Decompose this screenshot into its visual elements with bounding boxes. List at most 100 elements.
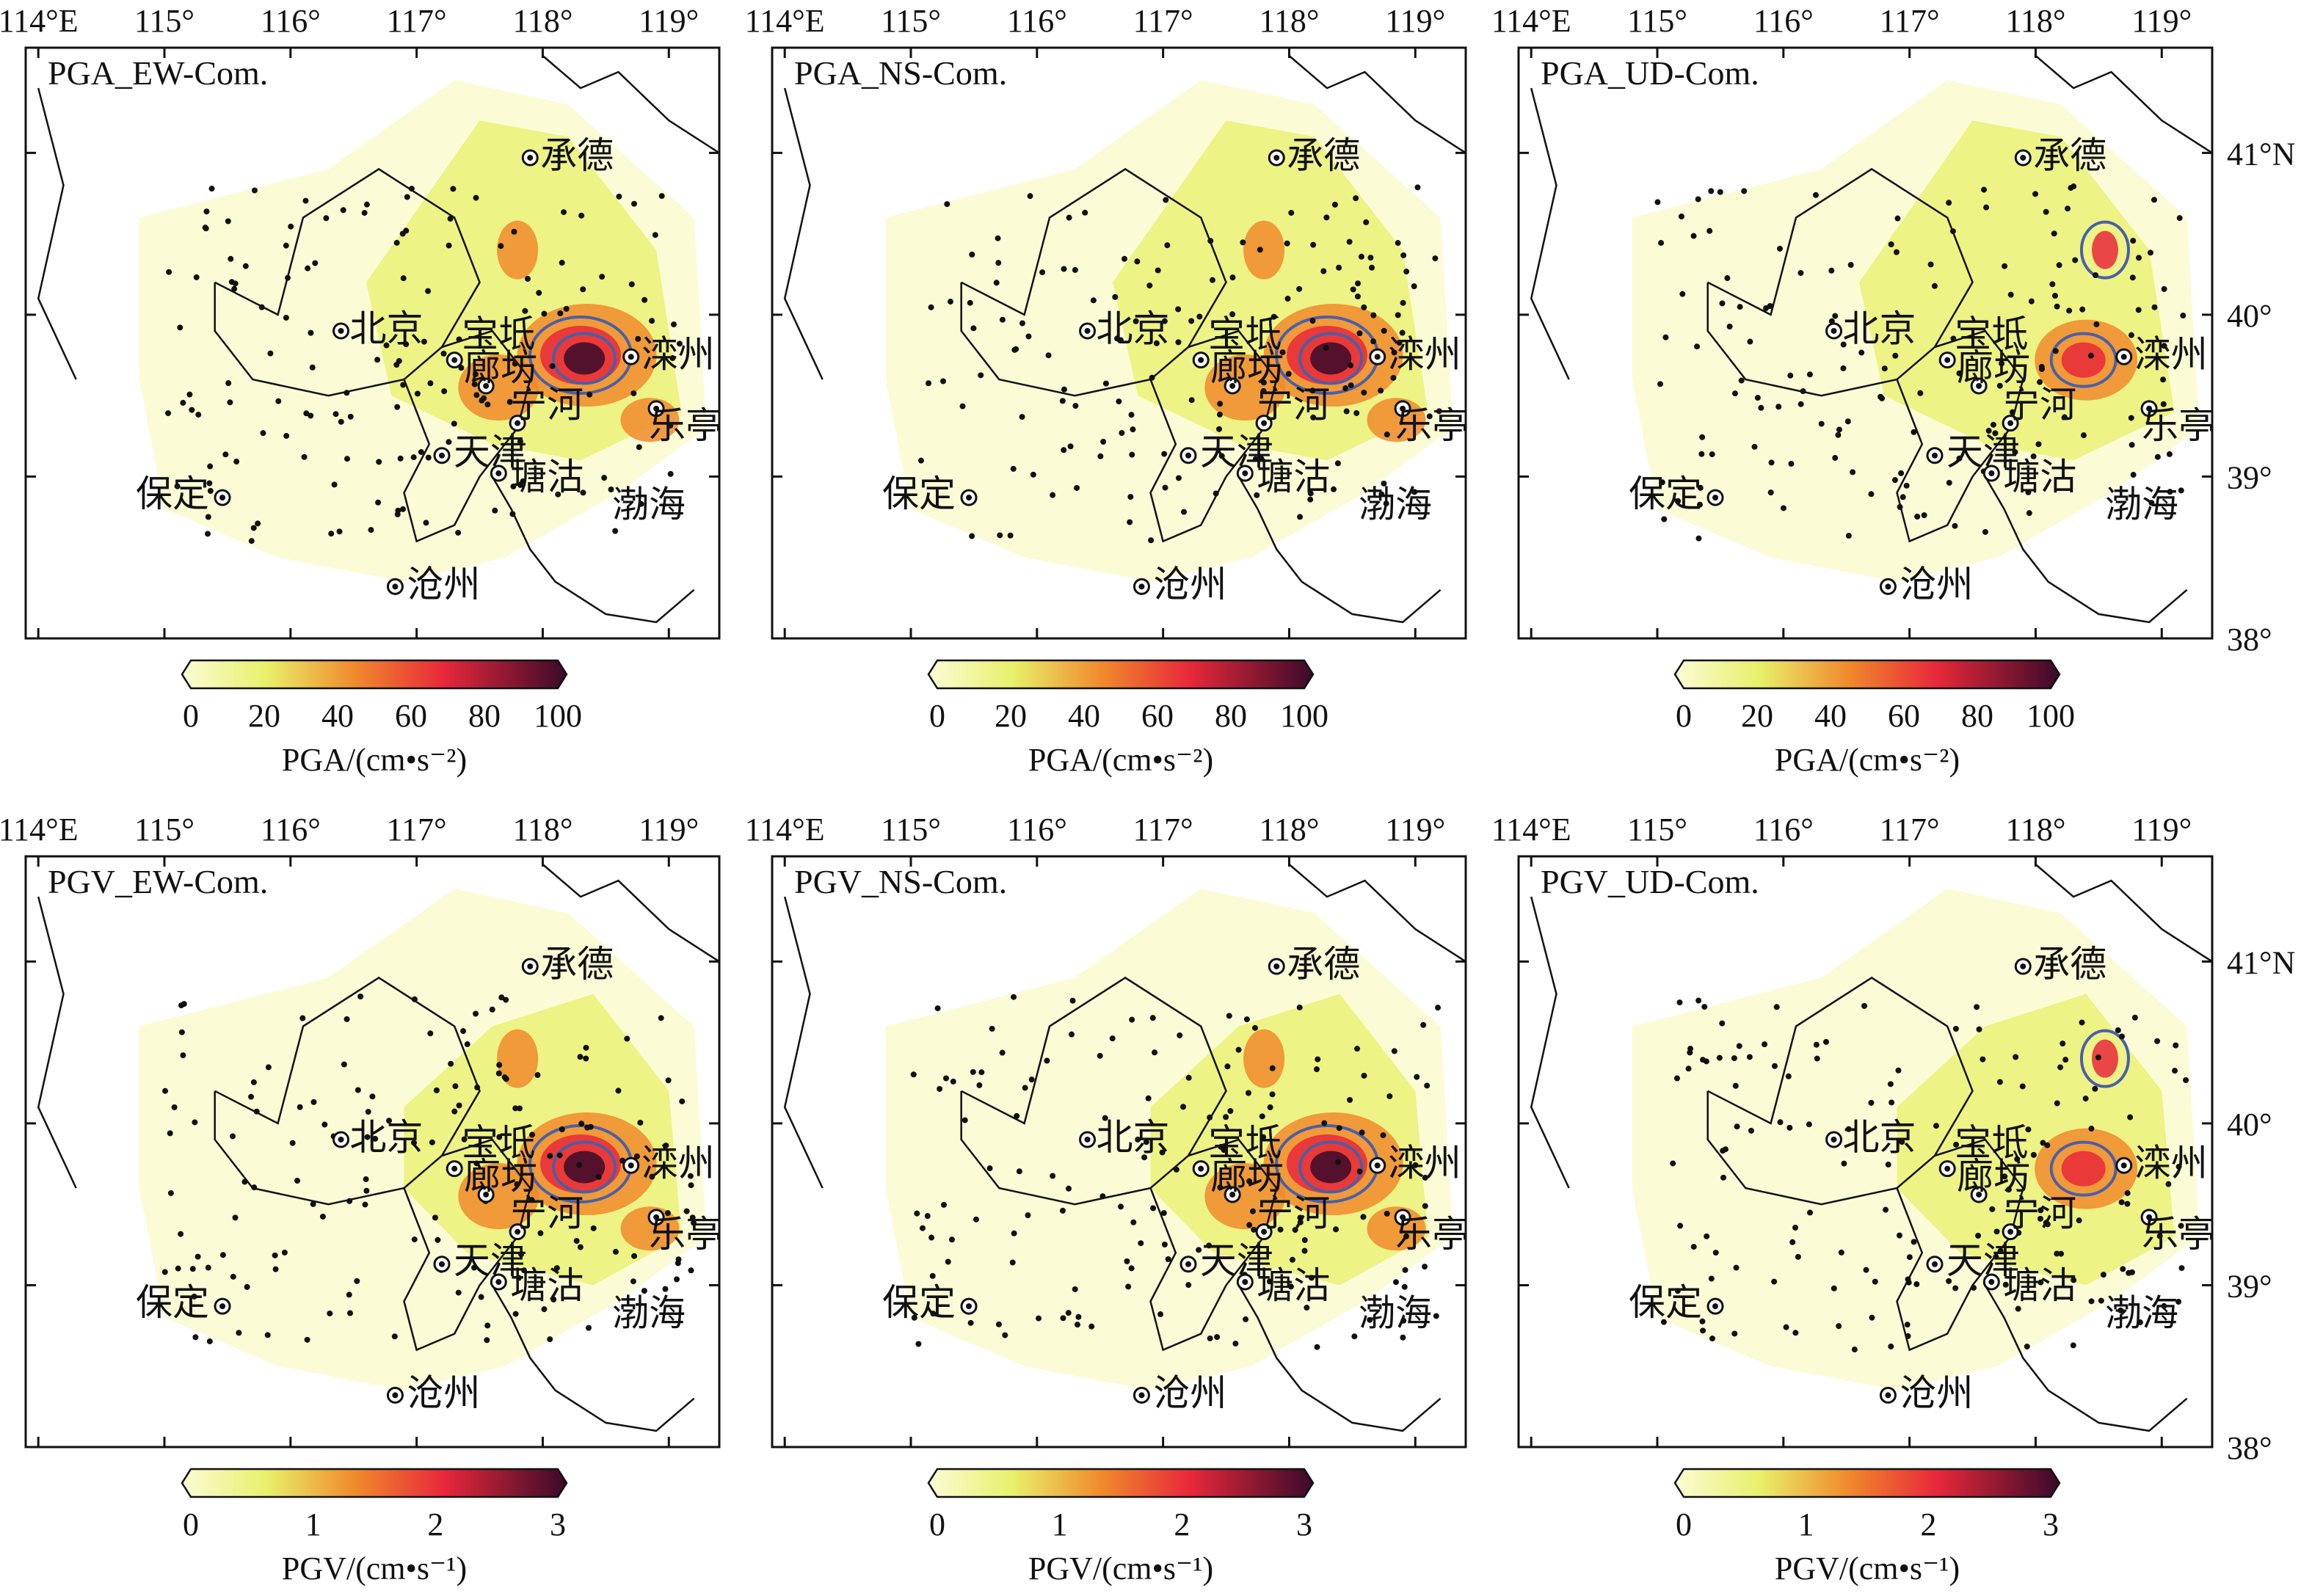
station-dot — [1861, 1002, 1868, 1009]
city-marker-dot — [1885, 583, 1891, 590]
city-marker-dot — [1374, 1162, 1381, 1169]
city-label: 保定 — [136, 473, 209, 515]
city-marker-dot — [1932, 1261, 1938, 1267]
station-dot — [1917, 390, 1924, 396]
station-dot — [2061, 414, 2068, 420]
station-dot — [1733, 1264, 1740, 1271]
city-label: 塘沽 — [510, 456, 584, 498]
station-dot — [1061, 266, 1067, 272]
station-dot — [1736, 1043, 1742, 1049]
station-dot — [312, 260, 319, 266]
station-dot — [446, 242, 452, 249]
station-dot — [167, 1189, 174, 1196]
city-label: 承德 — [2033, 943, 2106, 985]
station-dot — [1036, 1315, 1042, 1322]
lon-tick-label: 118° — [512, 3, 572, 39]
station-dot — [327, 1310, 333, 1316]
station-dot — [363, 201, 370, 208]
station-dot — [1411, 489, 1418, 495]
station-dot — [1159, 1149, 1166, 1156]
station-dot — [432, 1214, 438, 1221]
station-dot — [1030, 471, 1036, 478]
station-dot — [355, 1087, 361, 1093]
city-label: 塘沽 — [1257, 1264, 1330, 1307]
station-dot — [549, 362, 556, 369]
station-dot — [496, 1134, 503, 1140]
station-dot — [1240, 239, 1246, 246]
station-dot — [474, 1084, 481, 1090]
lon-tick-label: 118° — [1259, 3, 1319, 39]
city-marker-dot — [392, 583, 399, 590]
station-dot — [1993, 1228, 2000, 1235]
station-dot — [1378, 491, 1385, 498]
station-dot — [503, 996, 509, 1003]
station-dot — [2087, 352, 2094, 359]
city-marker-dot — [527, 963, 534, 969]
station-dot — [978, 1069, 985, 1076]
city-label: 保定 — [882, 1281, 956, 1324]
colorbar-tick-label: 40 — [1068, 698, 1100, 734]
station-dot — [1420, 1021, 1427, 1028]
intensity-peak — [1310, 342, 1352, 375]
station-dot — [1657, 381, 1664, 387]
station-dot — [1990, 421, 1996, 428]
station-dot — [205, 531, 211, 537]
station-dot — [1888, 1343, 1894, 1349]
station-dot — [236, 1330, 242, 1336]
station-dot — [2009, 409, 2015, 415]
station-dot — [1160, 1210, 1167, 1217]
colorbar-tick-label: 80 — [468, 698, 501, 734]
station-dot — [1695, 535, 1702, 542]
station-dot — [1709, 1336, 1716, 1342]
city-label: 乐亭 — [1395, 404, 1469, 447]
colorbar-tick-label: 3 — [550, 1506, 566, 1542]
station-dot — [1380, 1132, 1386, 1139]
station-dot — [1422, 1264, 1428, 1270]
station-dot — [2176, 215, 2183, 222]
station-dot — [2092, 1085, 2098, 1092]
station-dot — [1196, 1247, 1202, 1253]
station-dot — [559, 1126, 565, 1132]
city-label: 廊坊 — [1957, 1155, 2030, 1198]
province-boundary — [1706, 167, 1974, 397]
station-dot — [2057, 1064, 2064, 1071]
intensity-peak — [2091, 1039, 2118, 1078]
station-dot — [347, 413, 354, 420]
station-dot — [1899, 1139, 1905, 1145]
station-dot — [1296, 285, 1303, 292]
station-dot — [689, 1214, 696, 1221]
station-dot — [664, 1210, 671, 1217]
station-dot — [2024, 1344, 2030, 1350]
station-dot — [511, 228, 517, 235]
station-dot — [1218, 453, 1225, 459]
station-dot — [1850, 469, 1856, 475]
station-dot — [934, 1005, 941, 1012]
station-dot — [1260, 1134, 1267, 1140]
station-dot — [1161, 451, 1168, 457]
colorbar-bar — [1673, 1468, 2061, 1498]
station-dot — [2082, 1096, 2089, 1102]
city-marker-dot — [653, 1214, 660, 1220]
station-dot — [1129, 1016, 1135, 1023]
station-dot — [357, 993, 364, 999]
station-dot — [1354, 1046, 1361, 1052]
lon-tick-label: 117° — [1880, 812, 1940, 848]
station-dot — [911, 1314, 917, 1321]
station-dot — [1432, 255, 1439, 262]
station-dot — [1050, 492, 1056, 498]
station-dot — [233, 459, 240, 465]
station-dot — [1066, 214, 1072, 221]
city-marker-dot — [1831, 1136, 1837, 1143]
station-dot — [1700, 1057, 1706, 1063]
station-dot — [2167, 489, 2173, 495]
station-dot — [516, 1105, 523, 1112]
lon-tick-label: 114°E — [0, 812, 79, 848]
station-dot — [1828, 267, 1835, 274]
colorbar-tick-label: 20 — [248, 698, 280, 734]
station-dot — [524, 275, 531, 282]
station-dot — [1952, 522, 1958, 529]
station-dot — [941, 1201, 948, 1208]
station-dot — [945, 1258, 951, 1265]
city-label: 北京 — [1843, 307, 1916, 350]
